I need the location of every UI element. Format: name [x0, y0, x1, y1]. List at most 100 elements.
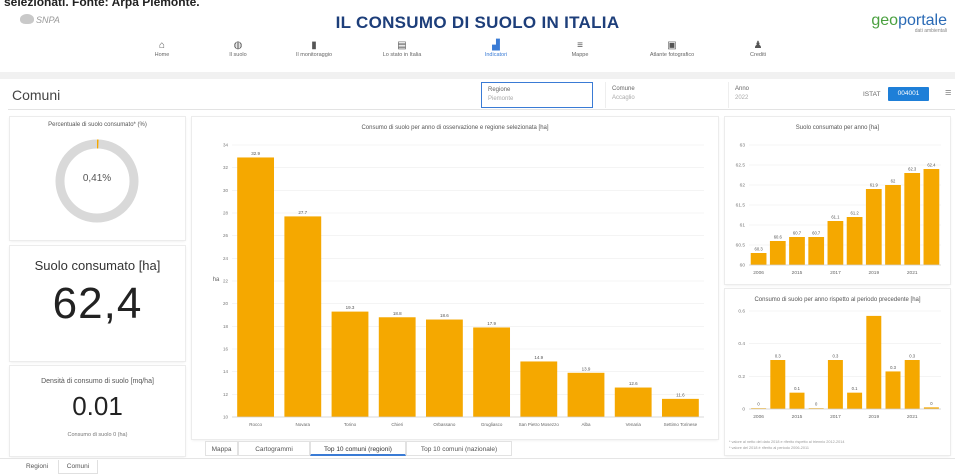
nav-label: Il suolo: [229, 52, 247, 58]
tab-regioni[interactable]: Regioni: [25, 463, 49, 470]
bar: [866, 315, 882, 409]
nav-item-home[interactable]: ⌂ Home: [122, 40, 202, 58]
bar-value-label: 11.6: [676, 392, 685, 397]
y-tick-label: 61: [740, 223, 746, 229]
y-tick-label: 28: [223, 211, 229, 216]
x-tick-label: 2021: [907, 414, 918, 420]
y-tick-label: 62.5: [736, 163, 746, 169]
consumo-per-anno-chart: Consumo di suolo per anno rispetto al pe…: [738, 297, 941, 420]
donut-svg: [55, 139, 139, 223]
bar: [885, 371, 901, 409]
bar: [808, 237, 825, 265]
bar: [425, 319, 463, 417]
chart-title: Consumo di suolo per anno rispetto al pe…: [754, 297, 920, 303]
bar-value-label: 60.7: [812, 231, 821, 236]
y-tick-label: 34: [223, 143, 229, 148]
people-icon: ♟: [753, 40, 763, 51]
y-tick-label: 62: [740, 183, 746, 189]
bar-value-label: 17.9: [487, 321, 496, 326]
bar: [846, 217, 863, 265]
nav-item-il-suolo[interactable]: ◍ Il suolo: [198, 40, 278, 58]
bar: [923, 169, 940, 265]
nav-item-lo-stato-in-italia[interactable]: ▤ Lo stato in Italia: [362, 40, 442, 58]
bar-value-label: 18.6: [440, 313, 449, 318]
y-tick-label: 10: [223, 415, 229, 420]
densita-subtitle: Consumo di suolo 0 (ha): [67, 432, 128, 438]
header-divider: [0, 72, 955, 79]
tab-mappa[interactable]: Mappa: [205, 441, 238, 456]
bar-value-label: 60.3: [755, 247, 764, 252]
y-tick-label: 32: [223, 165, 229, 170]
tab-top10-nazionale[interactable]: Top 10 comuni (nazionale): [406, 441, 512, 456]
x-tick-label: 2019: [868, 414, 879, 420]
nav-item-il-monitoraggio[interactable]: ▮ Il monitoraggio: [274, 40, 354, 58]
donut-value: 0,41%: [82, 173, 112, 184]
section-title: Comuni: [12, 87, 61, 103]
geoportale-logo[interactable]: geoportale dati ambientali: [871, 12, 947, 34]
nav-label: Lo stato in Italia: [382, 52, 422, 58]
x-tick-label: 2019: [868, 270, 879, 276]
x-tick-label: Orbassano: [433, 422, 456, 427]
suolo-per-anno-chart: Suolo consumato per anno [ha] 60 60.5 61 61.…: [736, 125, 941, 276]
bar: [769, 241, 786, 265]
snpa-logo[interactable]: SNPA: [20, 14, 60, 25]
y-tick-label: 12: [223, 392, 229, 397]
x-tick-label: Venaria: [626, 422, 642, 427]
suolo-consumato-card: Suolo consumato [ha] 62,4: [10, 246, 185, 361]
bar: [614, 387, 652, 417]
globe-icon: ◍: [233, 40, 243, 51]
bar-value-label: 32.9: [251, 151, 260, 156]
bar: [904, 173, 921, 265]
bar: [789, 237, 805, 265]
filter-bar: Comuni Regione Piemonte Comune Accaglio …: [8, 80, 955, 110]
x-tick-label: 2015: [792, 270, 803, 276]
comune-select[interactable]: Comune Accaglio: [605, 82, 717, 108]
top10-chart-card: Consumo di suolo per anno di osservazion…: [192, 117, 718, 439]
bar: [378, 317, 416, 417]
snpa-logo-icon: [20, 14, 34, 24]
hamburger-menu-icon[interactable]: ≡: [945, 87, 952, 99]
nav-item-mappe[interactable]: ≡ Mappe: [540, 40, 620, 58]
bar-value-label: 13.9: [582, 366, 591, 371]
page-title: IL CONSUMO DI SUOLO IN ITALIA: [335, 13, 620, 32]
istat-code-badge[interactable]: 004001: [888, 87, 929, 101]
nav-label: Indicatori: [484, 52, 508, 58]
nav-label: Mappe: [571, 52, 589, 58]
suolo-consumato-value: 62,4: [52, 279, 143, 328]
tab-cartogrammi[interactable]: Cartogrammi: [238, 441, 310, 456]
y-tick-label: 60: [740, 263, 746, 269]
bar-value-label: 62.4: [927, 163, 936, 168]
x-tick-label: 2006: [753, 414, 764, 420]
chart-title: Suolo consumato per anno [ha]: [796, 125, 880, 131]
bar-value-label: 0.3: [890, 365, 896, 370]
bar: [885, 185, 901, 265]
bar: [789, 392, 805, 409]
y-tick-label: 0: [742, 407, 745, 413]
tab-comuni[interactable]: Comuni: [58, 460, 98, 474]
anno-select[interactable]: Anno 2022: [728, 82, 848, 108]
nav-item-crediti[interactable]: ♟ Crediti: [718, 40, 798, 58]
bar-value-label: 61.1: [831, 215, 840, 220]
bar-value-label: 61.9: [870, 183, 879, 188]
percent-consumed-card: Percentuale di suolo consumato* (%) 0,41…: [10, 117, 185, 240]
nav-item-atlante-fotografico[interactable]: ▣ Atlante fotografico: [632, 40, 712, 58]
bar-value-label: 0: [757, 402, 760, 407]
regione-select[interactable]: Regione Piemonte: [481, 82, 593, 108]
chart-notes: * valore al netto del dato 2018 e riferi…: [729, 440, 845, 450]
tab-top10-regioni[interactable]: Top 10 comuni (regioni): [310, 441, 406, 456]
bar-value-label: 62.3: [908, 167, 917, 172]
y-tick-label: 0.4: [738, 341, 745, 347]
y-tick-label: 18: [223, 324, 229, 329]
x-tick-label: Grugliasco: [481, 422, 503, 427]
nav-item-indicatori[interactable]: ▟ Indicatori: [456, 40, 536, 58]
x-tick-label: Novara: [296, 422, 311, 427]
bar: [827, 221, 844, 265]
y-tick-label: 20: [223, 301, 229, 306]
bar-value-label: 0.3: [775, 354, 781, 359]
x-tick-label: 2017: [830, 414, 841, 420]
nav-label: Crediti: [750, 52, 766, 58]
consumo-per-anno-card: Consumo di suolo per anno rispetto al pe…: [725, 289, 950, 455]
bar-value-label: 0.3: [832, 354, 838, 359]
istat-label: ISTAT: [863, 91, 881, 98]
y-axis-label: ha: [213, 277, 220, 283]
